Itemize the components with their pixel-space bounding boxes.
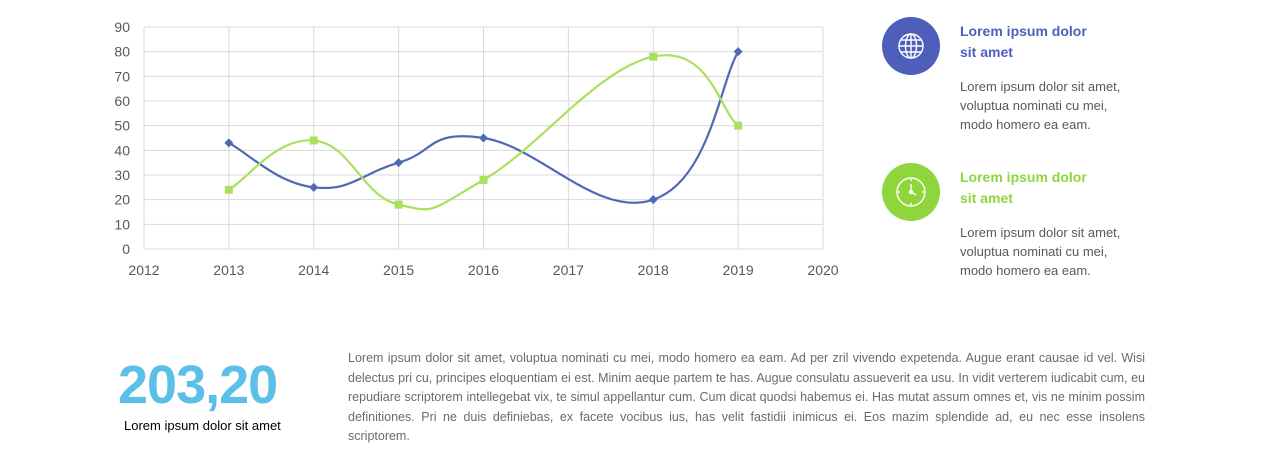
legend-circle-green xyxy=(882,163,940,221)
x-tick-label: 2012 xyxy=(128,262,159,278)
data-point xyxy=(224,185,233,194)
data-point xyxy=(649,52,658,61)
legend-title-line: sit amet xyxy=(960,190,1013,206)
data-point xyxy=(733,47,743,57)
data-point xyxy=(394,158,404,168)
legend-desc-line: voluptua nominati cu mei, xyxy=(960,98,1108,113)
y-tick-label: 70 xyxy=(114,68,130,84)
x-tick-label: 2014 xyxy=(298,262,329,278)
y-tick-label: 80 xyxy=(114,44,130,60)
clock-icon xyxy=(896,177,926,207)
y-tick-label: 10 xyxy=(114,216,130,232)
data-point xyxy=(394,200,403,209)
globe-icon xyxy=(898,33,924,59)
data-point xyxy=(309,182,319,192)
x-tick-label: 2018 xyxy=(638,262,669,278)
y-tick-label: 0 xyxy=(122,241,130,257)
x-tick-label: 2019 xyxy=(723,262,754,278)
data-point xyxy=(479,133,488,143)
kpi-value: 203,20 xyxy=(118,355,278,415)
data-point xyxy=(224,138,234,148)
y-tick-label: 40 xyxy=(114,142,130,158)
x-tick-label: 2015 xyxy=(383,262,414,278)
chart-series xyxy=(224,47,743,211)
body-paragraph: Lorem ipsum dolor sit amet, voluptua nom… xyxy=(348,351,1145,443)
legend-desc-line: modo homero ea eam. xyxy=(960,117,1091,132)
legend-title-blue: Lorem ipsum dolor sit amet xyxy=(960,21,1120,63)
x-tick-label: 2013 xyxy=(213,262,244,278)
y-tick-label: 90 xyxy=(114,19,130,35)
x-tick-label: 2016 xyxy=(468,262,499,278)
legend-desc-green: Lorem ipsum dolor sit amet, voluptua nom… xyxy=(960,223,1170,280)
kpi-label: Lorem ipsum dolor sit amet xyxy=(124,418,281,433)
y-tick-label: 20 xyxy=(114,192,130,208)
x-tick-label: 2017 xyxy=(553,262,584,278)
x-tick-label: 2020 xyxy=(807,262,838,278)
legend-title-line: sit amet xyxy=(960,44,1013,60)
legend-title-green: Lorem ipsum dolor sit amet xyxy=(960,167,1120,209)
y-axis-ticks: 0 10 20 30 40 50 60 70 80 90 xyxy=(114,19,130,257)
y-tick-label: 50 xyxy=(114,118,130,134)
data-point xyxy=(734,121,743,130)
legend-desc-blue: Lorem ipsum dolor sit amet, voluptua nom… xyxy=(960,77,1170,134)
legend-title-line: Lorem ipsum dolor xyxy=(960,169,1087,185)
x-axis-ticks: 2012 2013 2014 2015 2016 2017 2018 2019 2020 xyxy=(128,262,838,278)
data-point xyxy=(309,136,318,145)
legend-title-line: Lorem ipsum dolor xyxy=(960,23,1087,39)
data-point xyxy=(479,175,488,184)
legend-desc-line: Lorem ipsum dolor sit amet, xyxy=(960,225,1121,240)
y-tick-label: 30 xyxy=(114,167,130,183)
legend-desc-line: modo homero ea eam. xyxy=(960,263,1091,278)
line-chart: 0 10 20 30 40 50 60 70 80 90 2012 2013 2014 2015 2016… xyxy=(114,19,838,278)
data-point xyxy=(648,195,658,205)
y-tick-label: 60 xyxy=(114,93,130,109)
legend-circle-blue xyxy=(882,17,940,75)
legend-desc-line: voluptua nominati cu mei, xyxy=(960,244,1108,259)
legend-desc-line: Lorem ipsum dolor sit amet, xyxy=(960,79,1121,94)
